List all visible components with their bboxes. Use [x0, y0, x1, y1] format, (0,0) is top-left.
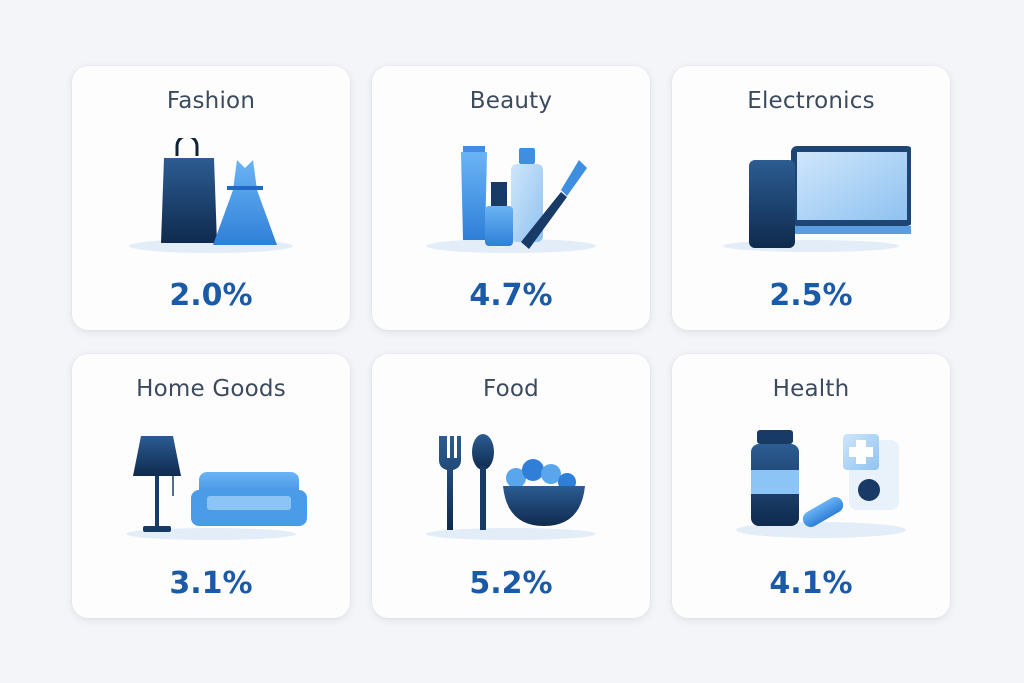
- card-title: Electronics: [747, 88, 875, 114]
- cosmetics-icon: [426, 146, 596, 253]
- card-value: 3.1%: [169, 566, 253, 601]
- card-health: Health 4.1%: [672, 354, 950, 618]
- card-home-goods: Home Goods 3.1%: [72, 354, 350, 618]
- card-value: 2.5%: [769, 278, 853, 313]
- card-value: 2.0%: [169, 278, 253, 313]
- card-title: Fashion: [166, 88, 256, 114]
- card-value: 4.1%: [769, 566, 853, 601]
- card-food: Food 5.2%: [372, 354, 650, 618]
- card-fashion: Fashion 2.0%: [72, 66, 350, 330]
- card-title: Beauty: [469, 88, 553, 114]
- card-value: 5.2%: [469, 566, 553, 601]
- shopping-bag-dress-icon: [129, 138, 293, 253]
- phone-laptop-icon: [723, 146, 911, 252]
- lamp-sofa-icon: [126, 436, 307, 540]
- card-title: Food: [483, 376, 539, 402]
- card-electronics: Electronics 2.5%: [672, 66, 950, 330]
- card-value: 4.7%: [469, 278, 553, 313]
- fork-spoon-bowl-icon: [426, 434, 596, 540]
- card-title: Health: [772, 376, 850, 402]
- card-beauty: Beauty 4.7%: [372, 66, 650, 330]
- card-title: Home Goods: [136, 376, 286, 402]
- medicine-icon: [736, 430, 906, 538]
